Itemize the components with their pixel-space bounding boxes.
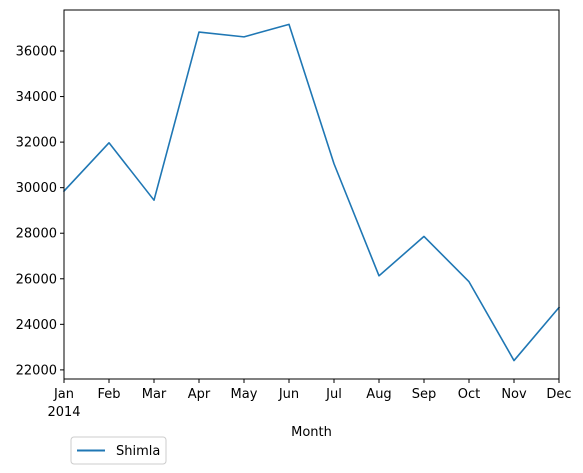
legend-label-shimla: Shimla	[116, 444, 160, 459]
legend: Shimla	[70, 436, 167, 465]
y-tick-label: 34000	[16, 90, 57, 105]
x-tick-label: Dec	[546, 387, 571, 402]
series-layer	[62, 23, 561, 362]
y-tick-label: 24000	[16, 318, 57, 333]
series-line-shimla	[62, 23, 561, 362]
y-tick-label: 22000	[16, 363, 57, 378]
x-tick-label: Jul	[325, 387, 342, 402]
y-tick-label: 36000	[16, 45, 57, 60]
x-tick-label: Mar	[142, 387, 167, 402]
x-tick-label: Feb	[97, 387, 120, 402]
x-tick-label: Aug	[366, 387, 391, 402]
x-tick-year-label: 2014	[47, 405, 80, 420]
y-tick-label: 28000	[16, 227, 57, 242]
plot-frame	[63, 9, 560, 380]
y-tick-label: 30000	[16, 181, 57, 196]
x-tick-label: Sep	[412, 387, 437, 402]
legend-box	[70, 436, 167, 465]
x-axis: Jan Feb Mar Apr May Jun Jul Aug Sep Oct Nov Dec	[53, 379, 572, 402]
y-tick-label: 32000	[16, 136, 57, 151]
x-tick-label: Nov	[501, 387, 527, 402]
x-tick-label: Apr	[188, 387, 211, 402]
x-axis-label: Month	[291, 425, 332, 440]
x-tick-label: Oct	[458, 387, 480, 402]
x-tick-label: May	[231, 387, 258, 402]
x-tick-label: Jan	[53, 387, 74, 402]
y-axis: 22000 24000 26000 28000 30000 32000 34000 36000	[16, 45, 64, 378]
y-tick-label: 26000	[16, 272, 57, 287]
x-tick-label: Jun	[278, 387, 299, 402]
